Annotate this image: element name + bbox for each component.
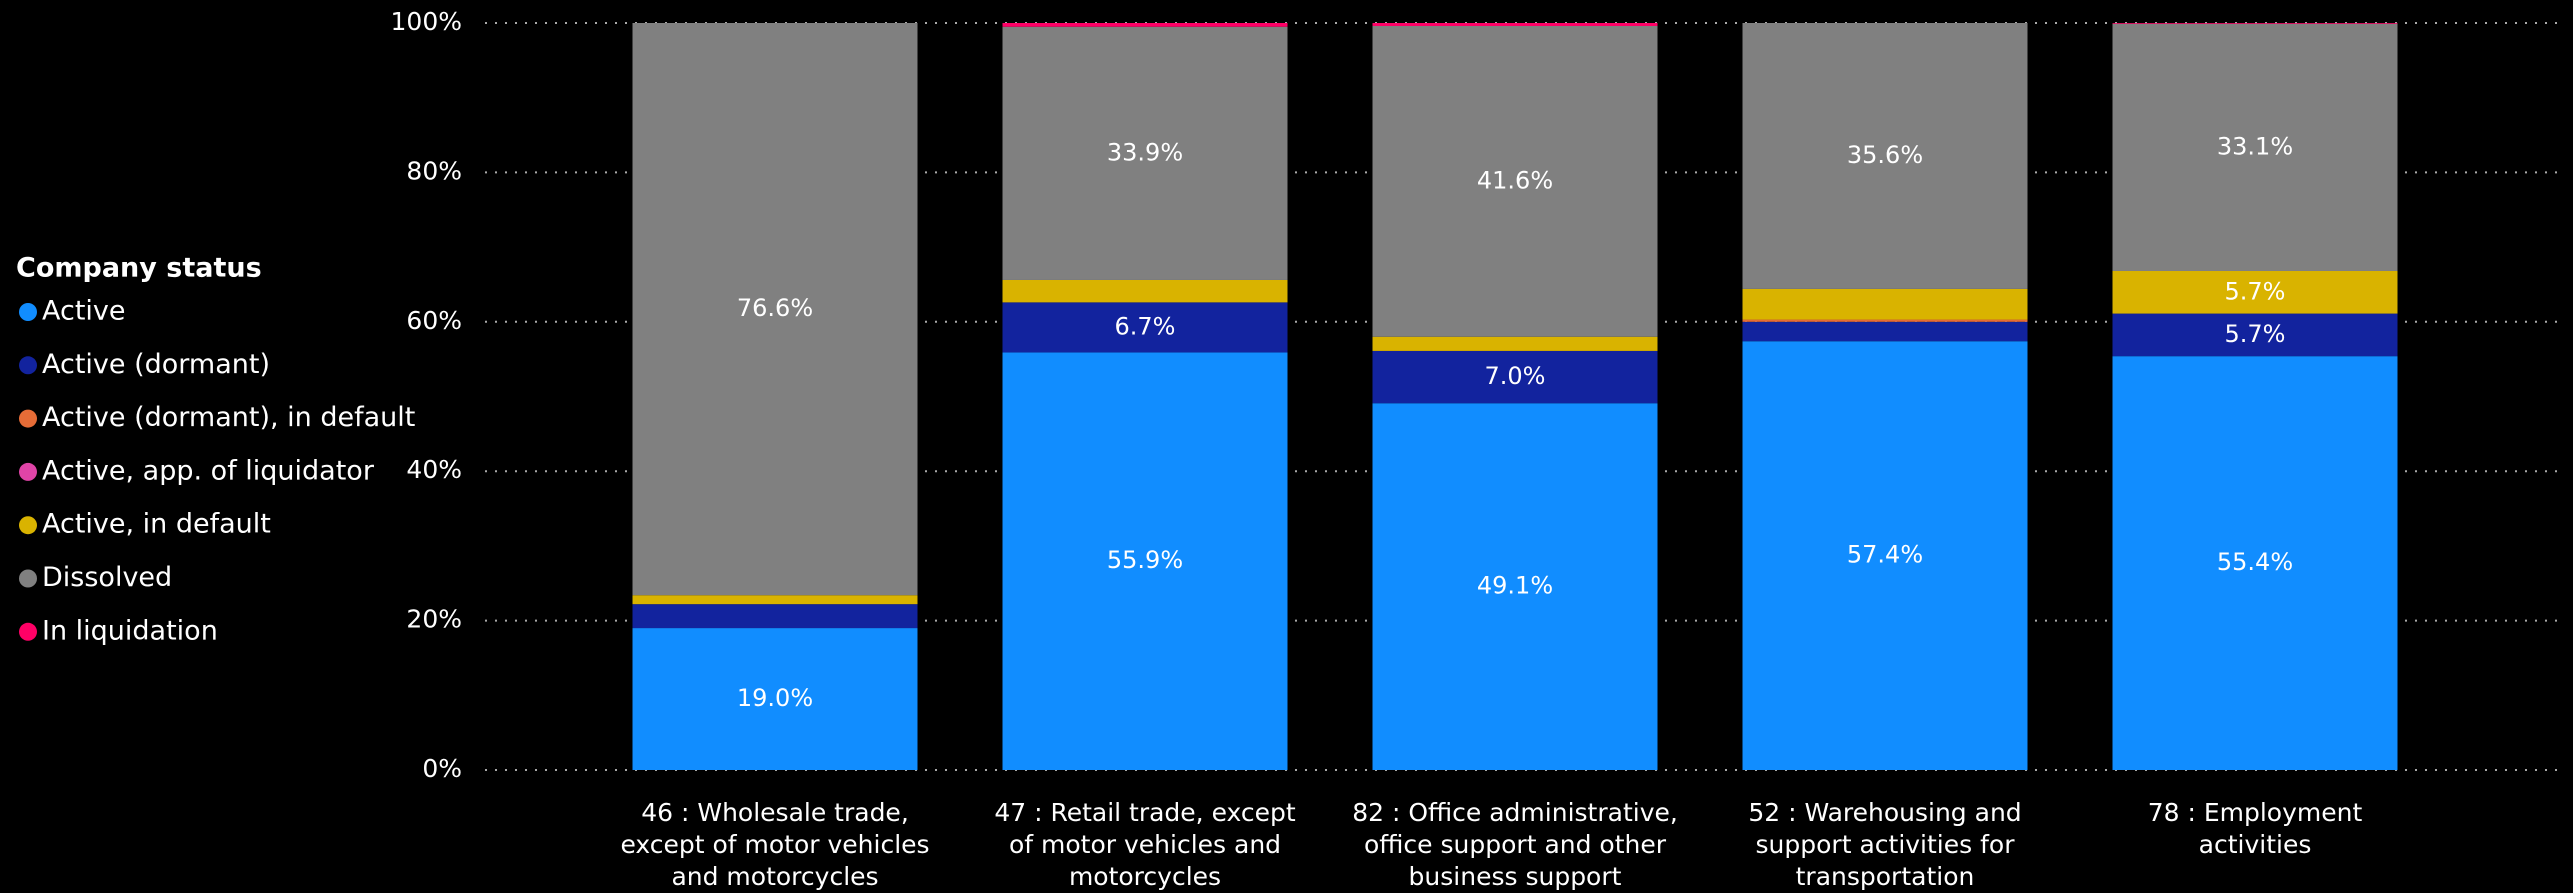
bar-segment (1372, 350, 1658, 404)
data-label: 35.6% (1847, 141, 1923, 169)
bar-segment (1742, 319, 2028, 322)
legend-label: Active (dormant) (42, 349, 270, 380)
legend-label: Active (42, 296, 126, 327)
bar-segment (2112, 313, 2398, 357)
legend-swatch (19, 622, 37, 641)
data-label: 49.1% (1477, 572, 1553, 600)
legend-label: In liquidation (42, 615, 218, 646)
y-tick-label: 100% (391, 7, 462, 36)
x-tick-label: 78 : Employment activities (2147, 798, 2363, 859)
bar-segment (1742, 288, 2028, 320)
data-label: 33.9% (1107, 138, 1183, 166)
bar-segment (1372, 336, 1658, 351)
legend-label: Active (dormant), in default (42, 402, 415, 433)
legend-swatch (19, 303, 37, 321)
legend-swatch (19, 516, 37, 535)
bar-segment (1002, 302, 1288, 353)
bar-segment (2112, 356, 2398, 770)
bar-segment (1742, 321, 2028, 342)
data-label: 76.6% (737, 294, 813, 322)
y-tick-label: 60% (406, 306, 462, 335)
bar-segment (632, 595, 918, 605)
bar-segment (1002, 352, 1288, 770)
legend-label: Dissolved (42, 562, 172, 593)
data-label: 41.6% (1477, 166, 1553, 194)
data-label: 7.0% (1485, 362, 1546, 390)
x-tick-label: 52 : Warehousing and support activities … (1748, 798, 2022, 891)
legend-swatch (19, 569, 37, 588)
bar-segment (1742, 341, 2028, 770)
bar-segment (1372, 23, 1658, 26)
data-label: 57.4% (1847, 541, 1923, 569)
legend-swatch (19, 409, 37, 428)
bar-segment (1002, 279, 1288, 303)
bar-segment (2112, 271, 2398, 314)
legend-swatch (19, 356, 37, 375)
bar-segment (1372, 25, 1658, 337)
data-label: 19.0% (737, 684, 813, 712)
bar-segment (1742, 23, 2028, 289)
bar-segment (1002, 23, 1288, 27)
data-label: 55.9% (1107, 546, 1183, 574)
bar-segment (632, 23, 918, 596)
y-tick-label: 0% (422, 754, 462, 783)
data-label: 5.7% (2225, 277, 2286, 305)
x-tick-label: 82 : Office administrative, office suppo… (1352, 798, 1678, 891)
y-tick-label: 40% (406, 455, 462, 484)
legend-title: Company status (16, 253, 262, 284)
y-tick-label: 20% (406, 605, 462, 634)
bar-segment (632, 604, 918, 629)
legend-label: Active, app. of liquidator (42, 455, 375, 486)
bar-segment (2112, 23, 2398, 272)
data-label: 33.1% (2217, 132, 2293, 160)
bar-segment (1372, 403, 1658, 770)
data-label: 55.4% (2217, 548, 2293, 576)
y-tick-label: 80% (406, 156, 462, 185)
data-label: 5.7% (2225, 320, 2286, 348)
legend-swatch (19, 462, 37, 481)
x-tick-label: 46 : Wholesale trade, except of motor ve… (620, 798, 930, 891)
bar-segment (2112, 23, 2398, 24)
legend-label: Active, in default (42, 509, 271, 540)
data-label: 6.7% (1115, 312, 1176, 340)
bar-segment (1002, 26, 1288, 280)
x-tick-label: 47 : Retail trade, except of motor vehic… (994, 798, 1296, 891)
bar-segment (632, 628, 918, 770)
